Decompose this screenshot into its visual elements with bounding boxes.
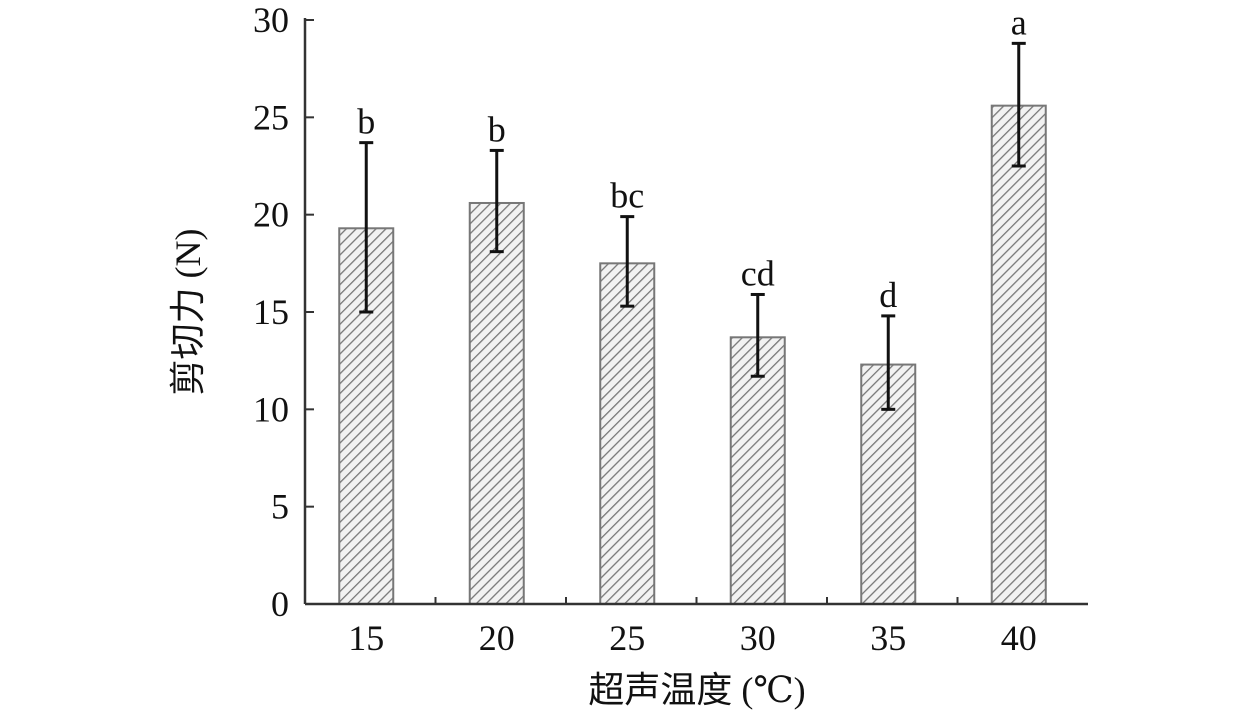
y-axis-label: 剪切力 (N) [168, 229, 208, 396]
significance-label: bc [610, 176, 644, 216]
y-tick-label: 30 [253, 0, 289, 40]
significance-label: b [357, 102, 375, 142]
bars-layer: b b bc cd d a [338, 2, 1047, 606]
x-tick-label: 40 [1001, 618, 1037, 658]
y-tick-label: 25 [253, 97, 289, 137]
x-tick-label: 20 [479, 618, 515, 658]
x-tick-label: 30 [740, 618, 776, 658]
x-tick-label: 15 [348, 618, 384, 658]
bar [599, 262, 656, 605]
significance-label: b [488, 109, 506, 149]
bar [468, 201, 525, 605]
significance-label: d [879, 275, 897, 315]
significance-label: cd [741, 253, 775, 293]
x-tick-label: 25 [609, 618, 645, 658]
y-tick-label: 0 [271, 584, 289, 624]
axes-layer: 0 5 10 15 20 25 30 15 20 25 30 35 40 [253, 0, 1088, 658]
significance-label: a [1011, 2, 1027, 42]
y-tick-label: 5 [271, 487, 289, 527]
bar [990, 104, 1047, 606]
y-tick-label: 15 [253, 292, 289, 332]
x-axis-label: 超声温度 (℃) [588, 670, 805, 710]
y-tick-label: 10 [253, 389, 289, 429]
y-tick-label: 20 [253, 195, 289, 235]
x-tick-label: 35 [870, 618, 906, 658]
